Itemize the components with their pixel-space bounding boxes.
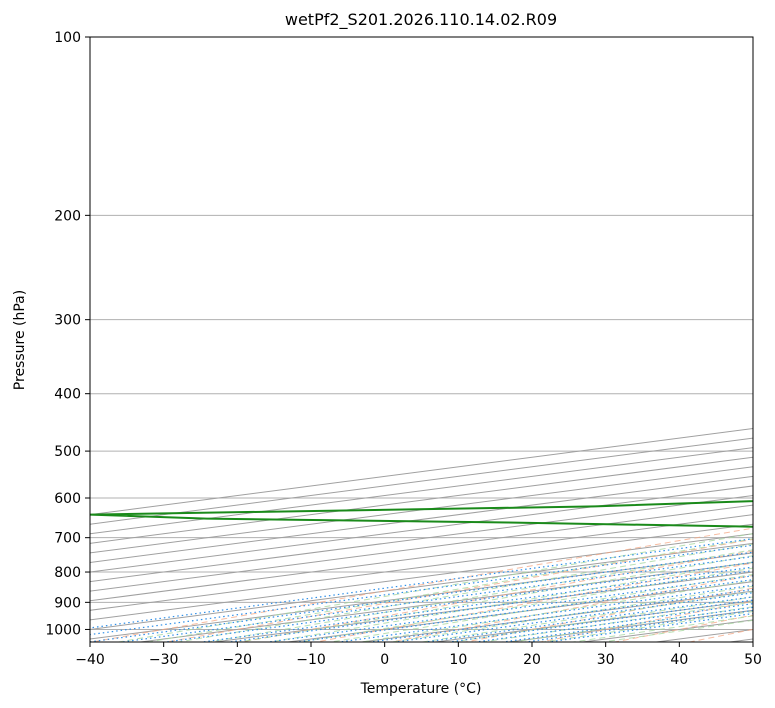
y-tick-label: 900 bbox=[54, 595, 81, 611]
moist-adiabat bbox=[569, 615, 753, 642]
isotherm-line bbox=[90, 495, 753, 583]
moist-adiabat bbox=[175, 543, 753, 642]
isotherm-line bbox=[726, 638, 753, 642]
y-tick-label: 300 bbox=[54, 313, 81, 329]
mixing-ratio-line bbox=[198, 566, 753, 642]
x-tick-label: −10 bbox=[296, 652, 326, 668]
moist-adiabat bbox=[145, 538, 753, 642]
y-axis-label: Pressure (hPa) bbox=[12, 290, 28, 390]
x-tick-label: 20 bbox=[523, 652, 541, 668]
isotherm-line bbox=[90, 504, 753, 592]
x-tick-label: 0 bbox=[380, 652, 389, 668]
mixing-ratio-line bbox=[161, 561, 753, 642]
isotherm-line bbox=[90, 475, 753, 563]
y-tick-label: 600 bbox=[54, 491, 81, 507]
x-tick-label: −30 bbox=[149, 652, 179, 668]
dry-adiabat bbox=[90, 527, 753, 642]
y-tick-label: 200 bbox=[54, 208, 81, 224]
plot-frame bbox=[89, 36, 754, 643]
moist-adiabat bbox=[509, 606, 753, 642]
isotherm-line bbox=[90, 523, 753, 611]
isotherm-line bbox=[578, 619, 753, 642]
y-tick-label: 800 bbox=[54, 565, 81, 581]
isotherm-line bbox=[90, 447, 753, 535]
moist-adiabat bbox=[539, 610, 753, 642]
moist-adiabat bbox=[205, 549, 753, 642]
moist-adiabat bbox=[327, 573, 753, 642]
x-tick-label: −40 bbox=[75, 652, 105, 668]
dry-adiabat bbox=[537, 600, 753, 642]
isotherm-line bbox=[284, 581, 753, 642]
isotherm-line bbox=[90, 485, 753, 573]
y-axis-ticks: 100 200 300 400 500 600 700 800 900 1000 bbox=[45, 30, 90, 638]
isotherm-line bbox=[90, 466, 753, 554]
sounding-profiles bbox=[90, 500, 753, 528]
moist-adiabat bbox=[266, 561, 753, 642]
x-tick-label: −20 bbox=[223, 652, 253, 668]
isotherm-line bbox=[90, 428, 753, 516]
mixing-ratio-line bbox=[293, 579, 753, 642]
x-tick-label: 50 bbox=[744, 652, 762, 668]
moist-adiabat bbox=[235, 555, 753, 642]
isotherm-line bbox=[90, 514, 753, 602]
isotherm-line bbox=[210, 571, 753, 642]
x-axis-label: Temperature (°C) bbox=[360, 681, 482, 697]
isotherm-line bbox=[357, 590, 753, 642]
y-tick-label: 500 bbox=[54, 444, 81, 460]
background-lines bbox=[90, 37, 753, 642]
mixing-ratio-line bbox=[224, 570, 753, 642]
moist-adiabat bbox=[358, 579, 753, 642]
y-tick-label: 100 bbox=[54, 30, 81, 46]
isotherm-line bbox=[90, 533, 753, 621]
x-tick-label: 40 bbox=[670, 652, 688, 668]
y-tick-label: 400 bbox=[54, 387, 81, 403]
dry-adiabat bbox=[388, 574, 753, 642]
y-tick-label: 1000 bbox=[45, 622, 81, 638]
isotherm-line bbox=[90, 437, 753, 525]
isotherm-line bbox=[90, 542, 753, 630]
x-tick-label: 10 bbox=[449, 652, 467, 668]
mixing-ratio-line bbox=[264, 575, 753, 642]
isotherm-line bbox=[90, 456, 753, 544]
mixing-ratio-line bbox=[335, 584, 753, 642]
y-tick-label: 700 bbox=[54, 531, 81, 547]
dry-adiabat bbox=[238, 550, 753, 642]
x-tick-label: 30 bbox=[597, 652, 615, 668]
chart-title: wetPf2_S201.2026.110.14.02.R09 bbox=[285, 10, 557, 30]
moist-adiabat bbox=[418, 591, 753, 642]
moist-adiabat bbox=[479, 601, 753, 642]
dry-adiabat bbox=[462, 587, 753, 642]
x-axis-ticks: −40 −30 −20 −10 0 10 20 30 40 50 bbox=[75, 642, 762, 668]
mixing-ratio-line bbox=[90, 544, 753, 636]
dry-adiabat bbox=[163, 538, 753, 642]
isotherm-line bbox=[90, 552, 753, 640]
dewpoint-profile bbox=[90, 500, 753, 528]
moist-adiabat bbox=[388, 585, 753, 642]
moist-adiabat bbox=[115, 533, 753, 642]
dry-adiabat bbox=[313, 562, 753, 642]
